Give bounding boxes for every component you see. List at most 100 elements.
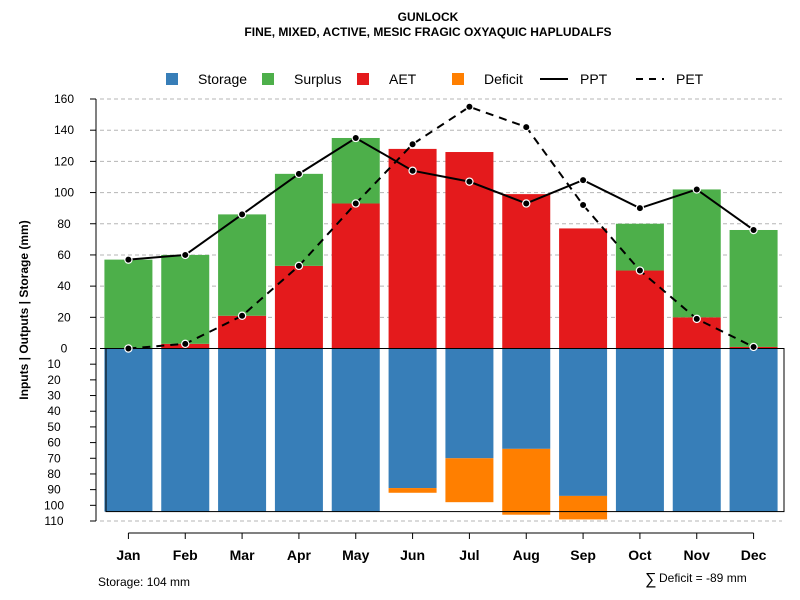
y-tick-label: 110 [44, 514, 63, 528]
y-tick-label: 10 [47, 357, 61, 371]
legend-item-aet: AET [357, 71, 417, 87]
y-tick-label: 0 [61, 342, 68, 356]
legend-swatch [166, 73, 178, 85]
legend-swatch [262, 73, 274, 85]
y-tick-label: 80 [57, 217, 71, 231]
storage-bar [331, 348, 380, 512]
ppt-point [294, 169, 304, 179]
storage-summary: Storage: 104 mm [98, 575, 190, 589]
x-tick-label: Oct [628, 547, 652, 563]
x-tick-label: Nov [684, 547, 711, 563]
storage-bar [218, 348, 267, 512]
x-tick-label: Dec [741, 547, 767, 563]
y-tick-label: 20 [47, 373, 61, 387]
ppt-point [465, 177, 474, 186]
storage-bar [502, 348, 551, 449]
aet-bar [502, 194, 551, 349]
gridlines [100, 98, 782, 522]
storage-bar [445, 348, 494, 459]
storage-bar [104, 348, 153, 512]
y-axis: 0204060801001201401601020304050607080901… [44, 92, 97, 528]
ppt-point [181, 250, 190, 260]
deficit-bar [388, 488, 437, 493]
storage-bar [559, 348, 608, 496]
sum-symbol-icon: ∑ [645, 571, 656, 588]
pet-point [124, 344, 133, 353]
legend-label: PET [676, 71, 704, 87]
x-tick-label: Mar [230, 547, 255, 563]
ppt-point [749, 225, 758, 235]
storage-bar [615, 348, 664, 512]
pet-point [351, 199, 360, 208]
x-tick-label: Apr [287, 547, 312, 563]
legend-swatch [357, 73, 369, 85]
ppt-line [128, 136, 755, 261]
chart-subtitle: FINE, MIXED, ACTIVE, MESIC FRAGIC OXYAQU… [244, 25, 611, 39]
ppt-point [578, 175, 588, 185]
storage-bar [274, 348, 323, 512]
pet-point [465, 102, 474, 111]
legend-item-storage: Storage [166, 71, 247, 87]
x-tick-label: Jul [459, 547, 479, 563]
y-axis-label: Inputs | Outputs | Storage (mm) [17, 220, 31, 399]
aet-bar [615, 270, 664, 349]
x-tick-label: May [342, 547, 369, 563]
surplus-bar [615, 223, 664, 271]
surplus-bar [672, 189, 721, 318]
legend-label: AET [389, 71, 417, 87]
pet-point [522, 122, 531, 132]
storage-bar [672, 348, 721, 512]
y-tick-label: 100 [44, 498, 64, 512]
deficit-bar [559, 495, 608, 520]
pet-point [181, 339, 190, 349]
legend-label: Deficit [484, 71, 523, 87]
x-tick-label: Jun [400, 547, 425, 563]
y-tick-label: 50 [47, 420, 61, 434]
chart-title: GUNLOCK [398, 10, 459, 24]
surplus-bar [104, 259, 153, 349]
storage-bar [161, 348, 210, 512]
ppt-point [522, 199, 531, 208]
legend-label: PPT [580, 71, 608, 87]
y-tick-label: 140 [54, 123, 74, 137]
y-tick-label: 100 [54, 186, 74, 200]
pet-line [128, 105, 755, 350]
legend-item-ppt: PPT [540, 71, 608, 87]
aet-bar [559, 228, 608, 349]
pet-point [237, 311, 247, 320]
x-tick-label: Aug [513, 547, 540, 563]
pet-point [578, 200, 588, 210]
storage-bar [388, 348, 437, 489]
deficit-summary: Deficit = -89 mm [659, 571, 747, 585]
deficit-bar [445, 458, 494, 503]
legend: Storage Surplus AET Deficit PPT PET [166, 71, 704, 87]
surplus-bar [729, 229, 778, 347]
ppt-point [408, 166, 417, 175]
ppt-point [237, 210, 247, 219]
aet-bar [388, 148, 437, 349]
ppt-point [124, 255, 133, 264]
ppt-point [635, 203, 645, 213]
storage-capacity-box [105, 348, 785, 513]
y-tick-label: 80 [47, 467, 61, 481]
y-tick-label: 90 [47, 483, 61, 497]
y-tick-label: 20 [57, 310, 71, 324]
pet-point [408, 140, 417, 149]
pet-point [294, 261, 304, 271]
y-tick-label: 40 [57, 279, 71, 293]
lines [124, 102, 758, 353]
y-tick-label: 60 [47, 436, 61, 450]
surplus-bar [274, 173, 323, 266]
legend-item-pet: PET [636, 71, 704, 87]
y-tick-label: 40 [47, 404, 61, 418]
aet-bar [274, 265, 323, 349]
legend-item-surplus: Surplus [262, 71, 341, 87]
y-tick-label: 30 [47, 389, 61, 403]
legend-label: Storage [198, 71, 247, 87]
surplus-bar [161, 254, 210, 344]
legend-item-deficit: Deficit [452, 71, 523, 87]
y-tick-label: 120 [54, 154, 74, 168]
storage-bar [729, 348, 778, 512]
y-tick-label: 70 [47, 451, 61, 465]
